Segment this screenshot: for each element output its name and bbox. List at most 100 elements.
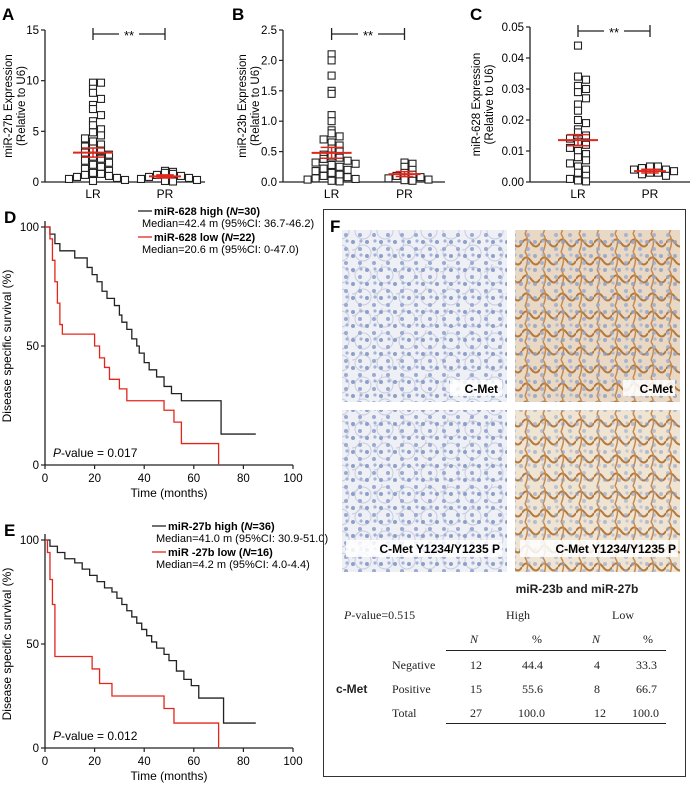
- legend-n-letter: N: [225, 232, 234, 244]
- x-axis-label: Time (months): [131, 769, 208, 783]
- group-low-label: Low: [612, 608, 634, 622]
- x-tick-label: 20: [88, 756, 101, 768]
- x-tick-label: 60: [187, 756, 200, 768]
- legend-n-letter: N: [243, 547, 252, 559]
- data-point: [661, 171, 671, 180]
- col-pct-high: %: [532, 632, 542, 646]
- y-tick-label: 5: [33, 126, 39, 138]
- data-point: [104, 171, 114, 180]
- sig-label-bg: [119, 27, 139, 39]
- data-point: [303, 175, 312, 184]
- survival-curve-high: [45, 226, 256, 435]
- data-point: [319, 135, 328, 144]
- data-point: [104, 158, 114, 167]
- data-point: [573, 153, 583, 162]
- data-point: [335, 162, 344, 171]
- col-n-high: N: [470, 632, 479, 646]
- x-category-label: PR: [157, 187, 174, 201]
- data-point: [96, 78, 106, 87]
- table-pvalue: P-value=0.515: [344, 608, 416, 622]
- col-n-low: N: [592, 632, 601, 646]
- legend-median: Median=20.6 m (95%CI: 0-47.0): [142, 244, 299, 256]
- panel-f: F C-Met C-Met C-Met Y1: [323, 209, 686, 777]
- data-point: [384, 174, 393, 183]
- cell-neg-n-low: 4: [594, 658, 600, 672]
- sig-label: **: [124, 28, 134, 43]
- tissue-label-3: C-Met Y1234/Y1235 P: [379, 542, 500, 556]
- legend-n-letter: N: [244, 521, 253, 533]
- legend-entry: miR-628 low (N=22): [154, 232, 256, 244]
- x-tick-label: 60: [187, 473, 200, 485]
- data-point: [573, 106, 583, 115]
- data-point: [80, 156, 90, 165]
- y-tick-label: 1.5: [261, 86, 277, 98]
- x-tick-label: 20: [88, 473, 101, 485]
- y-axis-label-line: (Relative to U6): [16, 66, 28, 146]
- data-point: [136, 174, 146, 184]
- data-point: [343, 173, 352, 182]
- tissue-label-4: C-Met Y1234/Y1235 P: [555, 542, 676, 556]
- y-tick-label: 0: [33, 177, 39, 189]
- data-point: [581, 156, 591, 165]
- data-point: [120, 175, 130, 185]
- y-tick-label: 10: [26, 76, 39, 88]
- cell-tot-pct-high: 100.0: [518, 706, 545, 720]
- data-point: [168, 177, 178, 186]
- tissue-label-1: C-Met: [465, 382, 498, 396]
- p-value: P-value = 0.012: [53, 729, 138, 743]
- y-tick-label: 50: [26, 639, 39, 651]
- data-point: [327, 89, 336, 98]
- y-axis-label: Disease specific survival (%): [0, 270, 14, 423]
- cell-neg-pct-low: 33.3: [636, 658, 657, 672]
- y-tick-label: 0.01: [502, 146, 524, 158]
- data-point: [311, 167, 320, 176]
- y-tick-label: 0.04: [502, 53, 525, 65]
- tissue-label-2: C-Met: [640, 382, 673, 396]
- legend-median: Median=41.0 m (95%CI: 30.9-51.0): [156, 533, 328, 545]
- p-italic: P: [53, 446, 61, 460]
- sig-label: **: [363, 28, 373, 43]
- y-axis-label-line: (Relative to U6): [250, 66, 262, 146]
- data-point: [184, 173, 194, 182]
- y-tick-label: 100: [20, 222, 39, 234]
- p-value-text: -value = 0.012: [61, 729, 138, 743]
- x-category-label: LR: [324, 187, 340, 201]
- data-point: [64, 174, 74, 184]
- sig-label-bg: [604, 24, 624, 36]
- data-point: [351, 159, 360, 168]
- y-tick-label: 0: [33, 743, 39, 755]
- y-tick-label: 0: [33, 460, 39, 472]
- data-point: [581, 119, 591, 128]
- x-tick-label: 40: [138, 473, 151, 485]
- panel-letter-e: E: [4, 521, 15, 540]
- data-point: [327, 176, 336, 185]
- y-axis-label-line: (Relative to U6): [484, 64, 496, 144]
- x-category-label: PR: [396, 187, 413, 201]
- data-point: [319, 164, 328, 173]
- row-label-total: Total: [392, 706, 417, 720]
- data-point: [88, 176, 98, 186]
- data-point: [573, 176, 583, 185]
- data-point: [327, 168, 336, 177]
- p-value-text: -value = 0.017: [61, 446, 138, 460]
- group-high-label: High: [506, 608, 530, 622]
- y-tick-label: 0.05: [502, 22, 524, 34]
- legend-n: =22): [233, 232, 256, 244]
- cell-neg-pct-high: 44.4: [522, 658, 543, 672]
- cell-pos-pct-low: 66.7: [636, 682, 657, 696]
- data-point: [311, 158, 320, 167]
- p-italic: P: [53, 729, 61, 743]
- data-point: [88, 160, 98, 169]
- x-tick-label: 80: [237, 756, 250, 768]
- y-tick-label: 15: [26, 25, 39, 37]
- data-point: [573, 72, 583, 81]
- data-point: [400, 176, 409, 185]
- data-point: [351, 174, 360, 184]
- data-point: [581, 131, 591, 140]
- data-point: [88, 128, 98, 137]
- legend-entry: miR-628 high (N=30): [154, 206, 260, 218]
- panel-letter-c: C: [470, 5, 482, 24]
- x-axis-label: Time (months): [131, 486, 208, 500]
- data-point: [581, 84, 591, 94]
